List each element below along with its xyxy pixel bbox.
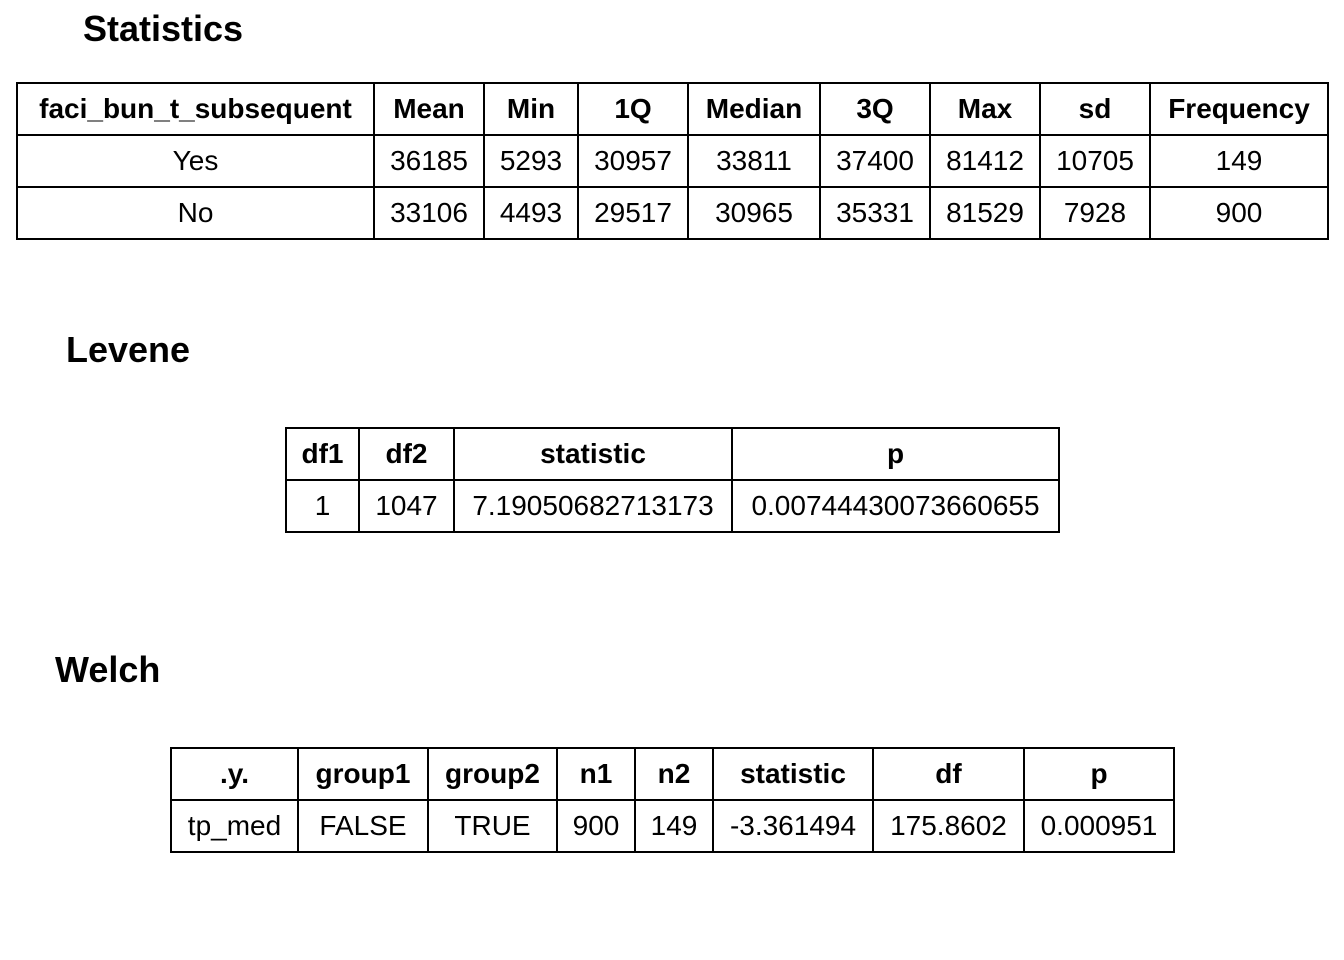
table-cell: 175.8602 xyxy=(872,799,1025,853)
table-cell: tp_med xyxy=(170,799,299,853)
column-header-n1: n1 xyxy=(556,747,636,801)
table-row: 1 1047 7.19050682713173 0.00744430073660… xyxy=(285,479,1060,533)
table-cell: TRUE xyxy=(427,799,558,853)
column-header-frequency: Frequency xyxy=(1149,82,1329,136)
column-header-p: p xyxy=(731,427,1060,481)
column-header-mean: Mean xyxy=(373,82,485,136)
table-cell: 81529 xyxy=(929,186,1041,240)
column-header-max: Max xyxy=(929,82,1041,136)
column-header-statistic: statistic xyxy=(453,427,733,481)
table-cell: 33811 xyxy=(687,134,821,188)
column-header-1q: 1Q xyxy=(577,82,689,136)
levene-table: df1 df2 statistic p 1 1047 7.19050682713… xyxy=(285,427,1060,533)
column-header-df: df xyxy=(872,747,1025,801)
table-cell: 35331 xyxy=(819,186,931,240)
column-header-sd: sd xyxy=(1039,82,1151,136)
table-cell: 37400 xyxy=(819,134,931,188)
table-cell: 30965 xyxy=(687,186,821,240)
table-cell: -3.361494 xyxy=(712,799,874,853)
table-row: Yes 36185 5293 30957 33811 37400 81412 1… xyxy=(16,134,1329,188)
table-cell: 7928 xyxy=(1039,186,1151,240)
column-header-group2: group2 xyxy=(427,747,558,801)
table-row: tp_med FALSE TRUE 900 149 -3.361494 175.… xyxy=(170,799,1175,853)
table-cell: 1047 xyxy=(358,479,455,533)
table-cell: 81412 xyxy=(929,134,1041,188)
table-row: No 33106 4493 29517 30965 35331 81529 79… xyxy=(16,186,1329,240)
column-header-df2: df2 xyxy=(358,427,455,481)
table-cell: 5293 xyxy=(483,134,579,188)
welch-table: .y. group1 group2 n1 n2 statistic df p t… xyxy=(170,747,1175,853)
table-cell: 29517 xyxy=(577,186,689,240)
column-header-group1: group1 xyxy=(297,747,429,801)
statistics-title: Statistics xyxy=(83,8,244,49)
column-header-n2: n2 xyxy=(634,747,714,801)
table-cell: Yes xyxy=(16,134,375,188)
table-cell: No xyxy=(16,186,375,240)
table-cell: 36185 xyxy=(373,134,485,188)
welch-title: Welch xyxy=(55,649,161,690)
column-header-df1: df1 xyxy=(285,427,360,481)
table-cell: 900 xyxy=(556,799,636,853)
column-header-p: p xyxy=(1023,747,1175,801)
table-cell: FALSE xyxy=(297,799,429,853)
column-header-median: Median xyxy=(687,82,821,136)
column-header-y: .y. xyxy=(170,747,299,801)
table-cell: 33106 xyxy=(373,186,485,240)
table-cell: 900 xyxy=(1149,186,1329,240)
welch-header-row: .y. group1 group2 n1 n2 statistic df p xyxy=(170,747,1175,801)
table-cell: 7.19050682713173 xyxy=(453,479,733,533)
table-cell: 0.000951 xyxy=(1023,799,1175,853)
levene-title: Levene xyxy=(66,329,191,370)
statistics-table: faci_bun_t_subsequent Mean Min 1Q Median… xyxy=(16,82,1329,240)
table-cell: 30957 xyxy=(577,134,689,188)
column-header-3q: 3Q xyxy=(819,82,931,136)
table-cell: 4493 xyxy=(483,186,579,240)
table-cell: 149 xyxy=(634,799,714,853)
table-cell: 1 xyxy=(285,479,360,533)
statistics-header-row: faci_bun_t_subsequent Mean Min 1Q Median… xyxy=(16,82,1329,136)
column-header-min: Min xyxy=(483,82,579,136)
levene-header-row: df1 df2 statistic p xyxy=(285,427,1060,481)
table-cell: 0.00744430073660655 xyxy=(731,479,1060,533)
table-cell: 149 xyxy=(1149,134,1329,188)
column-header-group: faci_bun_t_subsequent xyxy=(16,82,375,136)
table-cell: 10705 xyxy=(1039,134,1151,188)
column-header-statistic: statistic xyxy=(712,747,874,801)
